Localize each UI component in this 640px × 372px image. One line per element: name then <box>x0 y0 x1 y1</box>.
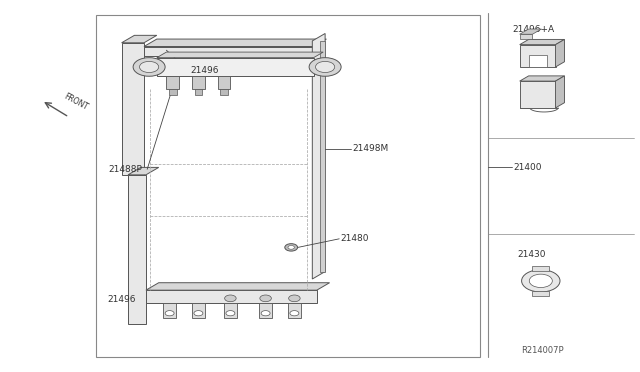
Polygon shape <box>529 55 547 67</box>
Polygon shape <box>520 76 564 81</box>
Polygon shape <box>128 175 146 324</box>
Text: 21498M: 21498M <box>352 144 388 153</box>
Circle shape <box>133 58 165 76</box>
Text: 21496: 21496 <box>191 66 220 75</box>
Bar <box>259 303 272 318</box>
Bar <box>532 291 549 296</box>
Circle shape <box>165 311 174 316</box>
Polygon shape <box>556 39 564 67</box>
Circle shape <box>140 61 159 73</box>
Bar <box>163 303 176 318</box>
Circle shape <box>225 295 236 302</box>
Polygon shape <box>320 41 325 272</box>
Circle shape <box>288 246 294 249</box>
Circle shape <box>316 61 335 73</box>
Circle shape <box>285 244 298 251</box>
Circle shape <box>289 295 300 302</box>
Bar <box>166 76 179 89</box>
Bar <box>195 89 202 95</box>
Text: R214007P: R214007P <box>522 346 564 355</box>
Circle shape <box>529 274 552 288</box>
Polygon shape <box>122 35 157 43</box>
Polygon shape <box>122 43 144 175</box>
Polygon shape <box>144 46 314 56</box>
Bar <box>96 15 480 357</box>
Polygon shape <box>128 167 159 175</box>
Bar <box>288 303 301 318</box>
Text: 21488P: 21488P <box>109 165 143 174</box>
Polygon shape <box>520 39 564 45</box>
Bar <box>169 89 177 95</box>
Circle shape <box>261 311 270 316</box>
Bar <box>218 76 230 89</box>
Circle shape <box>260 295 271 302</box>
Text: 21400: 21400 <box>513 163 542 172</box>
Bar <box>192 76 205 89</box>
Polygon shape <box>157 52 323 58</box>
Circle shape <box>194 311 203 316</box>
Polygon shape <box>556 76 564 108</box>
Text: 21430: 21430 <box>517 250 546 259</box>
Polygon shape <box>157 58 314 76</box>
Text: FRONT: FRONT <box>62 92 89 112</box>
Circle shape <box>226 311 235 316</box>
Bar <box>192 303 205 318</box>
Polygon shape <box>146 283 330 290</box>
Bar <box>224 303 237 318</box>
Text: 21496+A: 21496+A <box>512 25 554 34</box>
Polygon shape <box>520 81 556 108</box>
Polygon shape <box>520 45 556 67</box>
Text: 21480: 21480 <box>340 234 369 243</box>
Circle shape <box>309 58 341 76</box>
Bar <box>220 89 228 95</box>
Polygon shape <box>520 29 541 34</box>
Polygon shape <box>312 33 325 279</box>
Text: 21496: 21496 <box>108 295 136 304</box>
Polygon shape <box>520 34 532 39</box>
Bar <box>532 266 549 271</box>
Polygon shape <box>144 39 326 46</box>
Circle shape <box>522 270 560 292</box>
Polygon shape <box>146 290 317 303</box>
Circle shape <box>290 311 299 316</box>
